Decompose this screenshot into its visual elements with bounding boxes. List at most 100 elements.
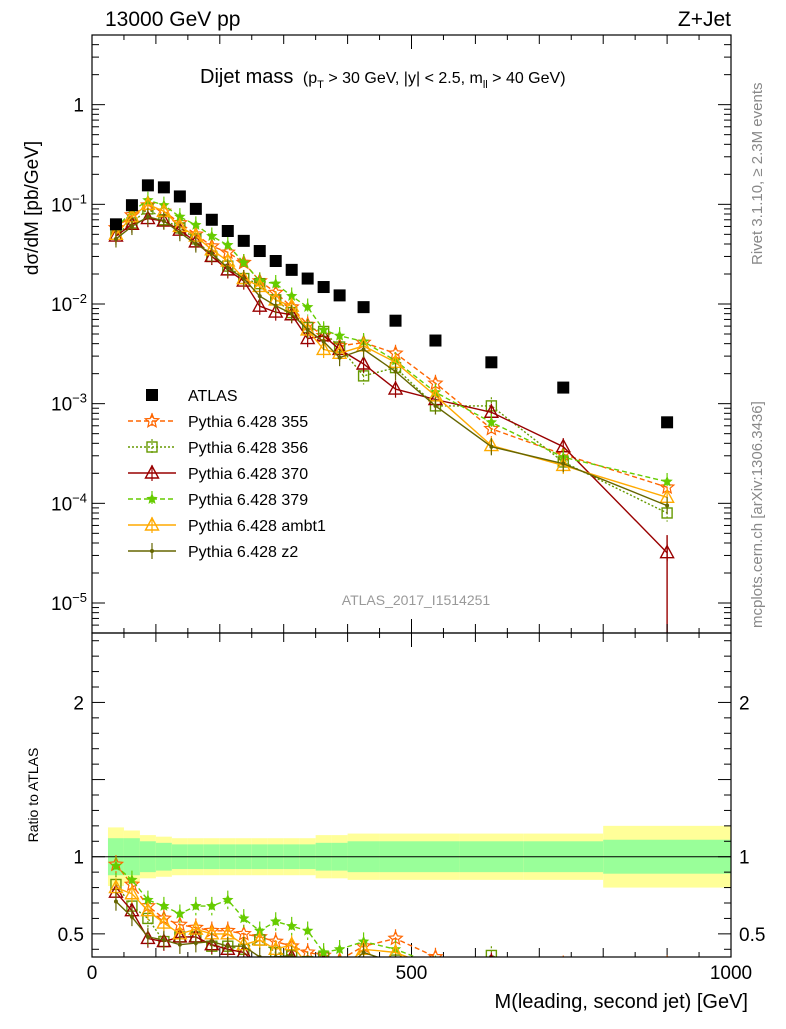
y-tick-exponent: −3 <box>72 391 87 406</box>
point-p370 <box>387 380 404 395</box>
point-z2 <box>145 214 150 219</box>
point-atlas <box>173 190 186 203</box>
ratio-point-z2 <box>338 972 342 976</box>
ratio-point-z2 <box>241 944 246 949</box>
y-tick-base: 10 <box>51 494 72 515</box>
point-p379 <box>302 301 314 312</box>
point-p379 <box>661 475 673 487</box>
ratio-point-z2 <box>489 987 493 991</box>
main-series-group <box>107 179 676 633</box>
point-atlas <box>301 272 314 285</box>
ratio-point-z2 <box>113 899 118 904</box>
point-atlas <box>429 334 442 347</box>
ratio-point-ambt1 <box>307 956 309 957</box>
plot-title-cut-c: > 40 GeV) <box>488 70 566 87</box>
legend-label-p355: Pythia 6.428 355 <box>188 414 308 431</box>
ratio-point-p356 <box>301 955 314 957</box>
point-atlas <box>389 314 402 327</box>
legend-label-z2: Pythia 6.428 z2 <box>188 544 298 561</box>
ratio-y-tick-label-right: 0.5 <box>739 925 765 946</box>
legend-label-atlas: ATLAS <box>188 388 238 405</box>
x-tick-label: 0 <box>87 963 98 984</box>
legend-marker-p379 <box>146 493 158 504</box>
point-z2 <box>665 503 670 508</box>
ratio-point-p379 <box>558 974 569 985</box>
x-tick-label: 1000 <box>710 963 752 984</box>
point-z2 <box>257 294 262 299</box>
main-y-axis-label: dσ/dM [pb/GeV] <box>22 141 43 275</box>
point-z2 <box>193 241 198 246</box>
point-p370 <box>299 330 316 345</box>
ratio-point-z2 <box>193 941 198 946</box>
ratio-point-z2 <box>145 934 150 939</box>
legend-marker-p356 <box>146 441 158 453</box>
point-p370 <box>252 297 268 312</box>
point-atlas <box>125 199 138 212</box>
ratio-point-p370 <box>357 962 370 974</box>
ratio-point-p379 <box>486 966 497 977</box>
ratio-point-p379 <box>238 912 250 924</box>
point-p379 <box>317 323 330 335</box>
point-p379 <box>286 290 298 301</box>
ratio-point-z2 <box>433 975 437 979</box>
mcplots-label: mcplots.cern.ch [arXiv:1306.3436] <box>749 401 766 628</box>
ratio-point-ambt1 <box>140 902 156 917</box>
point-z2 <box>489 444 494 449</box>
ratio-point-p379 <box>190 900 202 911</box>
point-z2 <box>209 251 214 256</box>
point-p370 <box>355 355 372 370</box>
y-tick-label: 10−2 <box>51 291 87 316</box>
point-p379 <box>206 230 218 241</box>
x-tick-label: 500 <box>396 963 428 984</box>
point-p379 <box>222 239 234 250</box>
ratio-point-p355 <box>562 956 564 957</box>
ratio-point-p379 <box>126 873 138 885</box>
ratio-point-z2 <box>129 914 134 919</box>
plot-title-cut-b-sub: ll <box>483 79 488 91</box>
ratio-point-z2 <box>209 939 214 944</box>
rivet-version-label: Rivet 3.1.10, ≥ 2.3M events <box>749 83 766 266</box>
ratio-point-p356 <box>485 949 498 957</box>
energy-label: 13000 GeV pp <box>105 8 240 31</box>
ratio-point-p356 <box>335 960 345 970</box>
y-tick-base: 10 <box>51 195 72 216</box>
legend-marker-atlas <box>146 389 158 401</box>
ratio-y-tick-label: 1 <box>73 848 84 869</box>
process-label: Z+Jet <box>678 8 731 31</box>
point-p355 <box>483 420 500 436</box>
point-z2 <box>129 224 134 229</box>
point-p379 <box>270 277 282 289</box>
ratio-frame <box>91 632 732 958</box>
ratio-point-p379 <box>174 907 186 919</box>
ratio-point-p379 <box>661 966 672 977</box>
ratio-point-p370 <box>236 943 251 957</box>
ratio-point-p355 <box>427 948 444 957</box>
point-z2 <box>161 219 166 224</box>
point-p379 <box>333 329 346 341</box>
ratio-point-ambt1 <box>388 943 403 957</box>
y-tick-label: 10−1 <box>51 191 87 216</box>
legend-marker-z2 <box>150 549 154 553</box>
y-tick-base: 10 <box>51 594 72 615</box>
ratio-point-p370 <box>253 961 266 973</box>
legend-label-p379: Pythia 6.428 379 <box>188 492 308 509</box>
ratio-point-z2 <box>665 986 669 990</box>
point-atlas <box>269 255 282 268</box>
y-tick-label: 10−3 <box>51 391 87 416</box>
ratio-y-tick-label: 2 <box>73 693 84 714</box>
point-atlas <box>237 234 250 247</box>
point-z2 <box>113 236 118 241</box>
legend-marker-p355 <box>143 412 161 428</box>
ratio-point-p370 <box>275 956 277 957</box>
ratio-point-p379 <box>270 915 282 927</box>
ratio-point-p370 <box>301 965 314 977</box>
plot-title-cut-b: > 30 GeV, |y| < 2.5, m <box>324 70 483 87</box>
ratio-point-z2 <box>306 963 310 967</box>
point-atlas <box>221 225 234 238</box>
plot-title-cut-a: (p <box>303 70 317 87</box>
ratio-point-p379 <box>206 900 218 911</box>
ratio-point-p379 <box>286 920 298 931</box>
ratio-point-ambt1 <box>252 931 268 946</box>
y-tick-base: 10 <box>51 295 72 316</box>
point-z2 <box>561 461 566 466</box>
